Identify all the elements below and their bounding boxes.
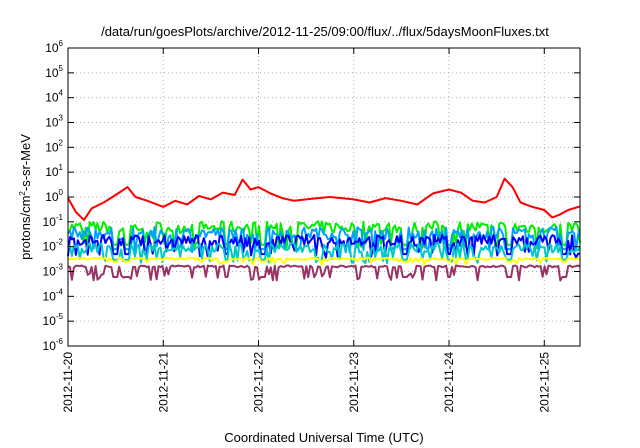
y-tick-base: 10 xyxy=(43,215,57,229)
y-axis-label: protons/cm2-s-sr-MeV xyxy=(18,134,33,260)
x-tick-label: 2012-11-24 xyxy=(442,352,456,413)
y-tick-base: 10 xyxy=(45,165,59,179)
x-tick-label: 2012-11-23 xyxy=(347,352,361,413)
x-tick-label: 2012-11-21 xyxy=(156,352,170,413)
y-tick-label: 10-6 xyxy=(43,337,64,353)
y-tick-label: 104 xyxy=(45,89,63,105)
series-line-3 xyxy=(67,226,581,254)
y-tick-base: 10 xyxy=(43,314,57,328)
series-line-5 xyxy=(67,241,581,265)
x-tick-label: 2012-11-20 xyxy=(61,352,75,413)
y-tick-base: 10 xyxy=(45,66,59,80)
y-tick-exp: -6 xyxy=(56,337,64,346)
series-group xyxy=(67,177,581,282)
y-tick-exp: -4 xyxy=(56,287,64,296)
y-tick-exp: 3 xyxy=(59,114,64,123)
series-line-6 xyxy=(67,256,581,266)
y-axis-label-suffix: -s-sr-MeV xyxy=(18,134,33,191)
y-tick-label: 103 xyxy=(45,114,63,130)
x-tick-label: 2012-11-25 xyxy=(537,352,551,413)
series-line-1 xyxy=(67,177,581,221)
y-tick-base: 10 xyxy=(45,41,59,55)
y-tick-label: 105 xyxy=(45,64,63,80)
y-tick-label: 10-3 xyxy=(43,263,64,279)
y-tick-exp: -5 xyxy=(56,312,64,321)
y-tick-exp: -2 xyxy=(56,238,64,247)
y-tick-label: 10-5 xyxy=(43,312,64,328)
chart-title: /data/run/goesPlots/archive/2012-11-25/0… xyxy=(101,24,549,39)
y-tick-label: 106 xyxy=(45,39,63,55)
y-tick-exp: 0 xyxy=(59,188,64,197)
y-tick-label: 102 xyxy=(45,138,63,154)
y-axis-label-sup: 2 xyxy=(18,191,27,196)
y-tick-base: 10 xyxy=(43,339,57,353)
x-axis-label: Coordinated Universal Time (UTC) xyxy=(224,430,423,445)
y-tick-base: 10 xyxy=(45,91,59,105)
y-tick-label: 100 xyxy=(45,188,63,204)
y-tick-base: 10 xyxy=(43,240,57,254)
y-tick-exp: 6 xyxy=(59,39,64,48)
y-tick-base: 10 xyxy=(45,140,59,154)
y-tick-exp: 5 xyxy=(59,64,64,73)
y-tick-exp: -3 xyxy=(56,263,64,272)
y-tick-exp: 2 xyxy=(59,138,64,147)
y-tick-exp: 1 xyxy=(59,163,64,172)
y-tick-label: 10-4 xyxy=(43,287,64,303)
x-tick-label: 2012-11-22 xyxy=(252,352,266,413)
y-tick-base: 10 xyxy=(45,116,59,130)
y-tick-exp: 4 xyxy=(59,89,64,98)
y-axis-label-prefix: protons/cm xyxy=(18,196,33,260)
y-tick-label: 10-2 xyxy=(43,238,64,254)
series-line-7 xyxy=(67,264,581,282)
y-tick-base: 10 xyxy=(43,289,57,303)
y-axis: 10-610-510-410-310-210-11001011021031041… xyxy=(43,39,580,353)
y-tick-base: 10 xyxy=(43,265,57,279)
y-tick-label: 101 xyxy=(45,163,63,179)
y-tick-base: 10 xyxy=(45,190,59,204)
y-tick-exp: -1 xyxy=(56,213,64,222)
x-axis: 2012-11-20 2012-11-21 2012-11-22 2012-11-23… xyxy=(61,48,551,413)
y-tick-label: 10-1 xyxy=(43,213,64,229)
